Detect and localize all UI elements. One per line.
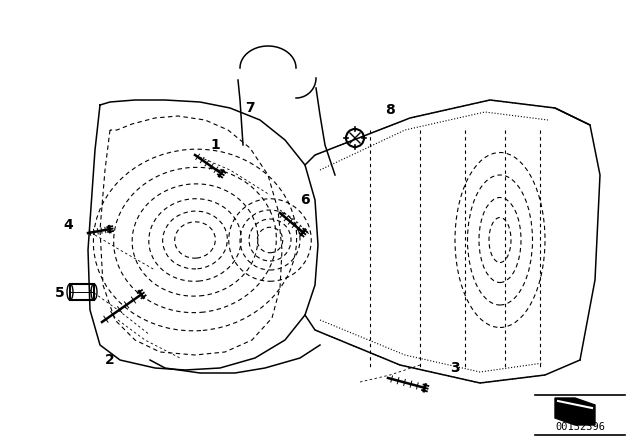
Text: 1: 1 — [210, 138, 220, 152]
Bar — [70, 284, 94, 300]
Text: 2: 2 — [105, 353, 115, 367]
Text: 6: 6 — [300, 193, 310, 207]
Polygon shape — [555, 398, 595, 425]
Text: 4: 4 — [63, 218, 73, 232]
Text: 5: 5 — [55, 286, 65, 300]
Text: 00132396: 00132396 — [555, 422, 605, 432]
Text: 7: 7 — [245, 101, 255, 115]
Text: 8: 8 — [385, 103, 395, 117]
Text: 3: 3 — [450, 361, 460, 375]
